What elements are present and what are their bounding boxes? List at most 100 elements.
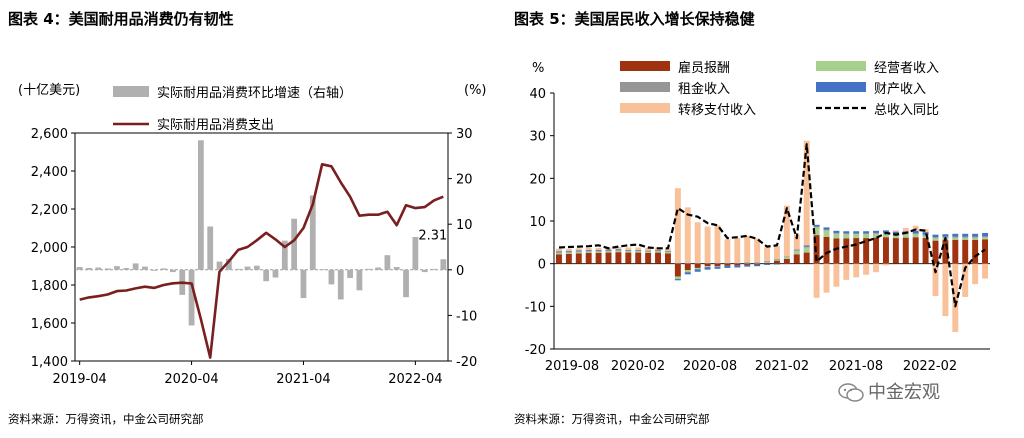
bar-rent	[912, 233, 919, 235]
growth-bar	[319, 269, 326, 270]
bar-transfer	[823, 263, 830, 293]
bar-wages	[764, 262, 771, 264]
left-axis-unit: (十亿美元)	[18, 83, 80, 98]
legend-label-rent: 租金收入	[678, 81, 730, 97]
bar-transfer	[744, 235, 751, 263]
watermark: 中金宏观	[838, 378, 940, 404]
bar-proprietor	[773, 259, 780, 261]
right-y-tick-label: 0	[456, 264, 464, 279]
bar-rent	[843, 233, 850, 235]
legend-swatch-wages	[620, 61, 670, 71]
bar-rent	[962, 236, 969, 238]
growth-bar	[263, 269, 270, 282]
growth-bar	[281, 240, 288, 270]
bar-rent	[744, 262, 751, 264]
bar-property	[823, 227, 830, 230]
bar-rent	[635, 250, 642, 252]
bar-transfer	[764, 247, 771, 262]
bar-rent	[605, 250, 612, 252]
left-x-tick-label: 2021-04	[276, 372, 330, 387]
bar-property	[684, 272, 691, 275]
bar-transfer	[714, 225, 721, 263]
bar-proprietor	[952, 237, 959, 240]
bar-property	[863, 231, 870, 234]
bar-wages	[595, 253, 602, 264]
bar-transfer	[972, 263, 979, 285]
left-x-tick-label: 2020-04	[164, 372, 218, 387]
bar-wages	[873, 237, 880, 264]
growth-bar	[188, 269, 195, 326]
bar-proprietor	[655, 251, 662, 253]
left-source-note: 资料来源：万得资讯，中金公司研究部	[8, 412, 204, 426]
bar-rent	[625, 250, 632, 252]
bar-rent	[764, 261, 771, 262]
bar-rent	[863, 233, 870, 235]
bar-wages	[585, 253, 592, 264]
bar-transfer	[724, 239, 731, 263]
bar-wages	[942, 240, 949, 264]
bar-transfer	[615, 247, 622, 250]
growth-bar	[86, 267, 92, 270]
growth-bar	[412, 236, 419, 270]
bar-proprietor	[803, 247, 810, 253]
bar-property	[724, 265, 731, 268]
bar-transfer	[962, 263, 969, 297]
growth-bar	[151, 269, 158, 271]
legend-bar-label: 实际耐用品消费环比增速（右轴）	[157, 86, 352, 101]
right-source-note: 资料来源：万得资讯，中金公司研究部	[514, 412, 710, 426]
bar-property	[595, 250, 602, 251]
bar-proprietor	[783, 257, 790, 259]
right-y-tick-label: 10	[456, 218, 473, 233]
growth-bar	[76, 267, 83, 270]
last-value-annotation: 2.31	[418, 228, 447, 243]
legend-swatch-proprietor	[816, 61, 866, 71]
bar-rent	[645, 250, 652, 252]
growth-bar	[337, 269, 344, 300]
bar-rent	[674, 262, 681, 264]
bar-proprietor	[764, 261, 771, 263]
left-chart: 1,400 1,600 1,800 2,000 2,200 2,400 2,600 -20 -1…	[18, 83, 487, 387]
bar-proprietor	[793, 250, 800, 255]
bar-wages	[972, 239, 979, 264]
bar-wages	[694, 263, 701, 268]
bar-transfer	[645, 247, 652, 251]
bar-proprietor	[625, 251, 632, 253]
growth-bar	[123, 267, 130, 270]
growth-bar	[421, 269, 428, 273]
right-x-tick-label: 2021-02	[755, 359, 809, 374]
bar-proprietor	[863, 234, 870, 239]
bar-wages	[982, 239, 989, 264]
growth-bar	[142, 266, 148, 270]
growth-bar	[160, 268, 167, 270]
bar-rent	[853, 233, 860, 235]
bar-transfer	[565, 248, 572, 251]
right-axis-unit: %	[532, 61, 544, 76]
right-y-tick-label: -20	[525, 343, 546, 358]
bar-wages	[724, 263, 731, 266]
bar-transfer	[793, 234, 800, 250]
bar-transfer	[664, 248, 671, 251]
bar-wages	[843, 238, 850, 264]
bar-proprietor	[605, 251, 612, 253]
bar-proprietor	[972, 237, 979, 240]
legend-swatch-rent	[620, 82, 670, 92]
bar-property	[694, 269, 701, 272]
growth-bar	[291, 218, 298, 270]
bar-proprietor	[833, 233, 840, 239]
bar-property	[932, 234, 939, 238]
bar-proprietor	[585, 251, 592, 253]
bar-rent	[803, 246, 810, 248]
bar-wages	[783, 258, 790, 264]
growth-bar	[95, 267, 102, 270]
legend-label-property: 财产收入	[874, 82, 926, 97]
bar-property	[853, 231, 860, 234]
growth-bar	[235, 268, 242, 270]
growth-bar	[170, 269, 176, 273]
bar-transfer	[922, 229, 929, 233]
bar-property	[813, 224, 820, 227]
bar-property	[764, 263, 771, 265]
left-y-tick-label: 2,200	[31, 203, 68, 218]
bar-proprietor	[645, 251, 652, 253]
bar-rent	[655, 250, 662, 252]
growth-bar	[197, 140, 204, 270]
